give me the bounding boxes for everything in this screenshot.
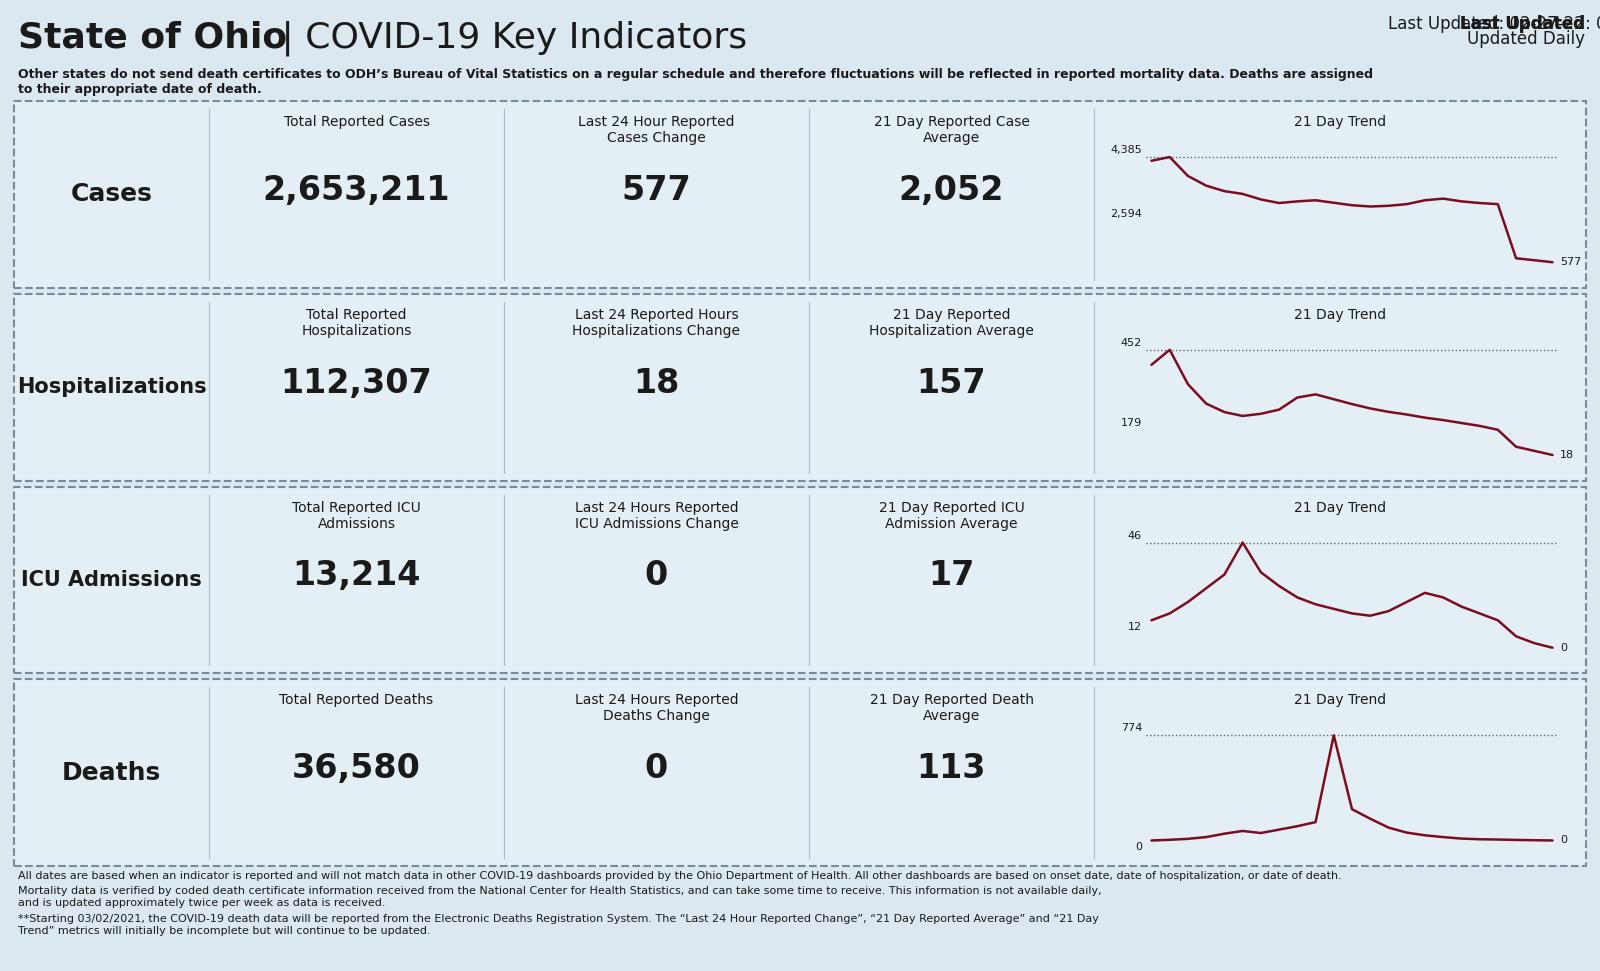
FancyBboxPatch shape [14,486,1586,673]
Text: 157: 157 [917,367,986,400]
Text: 2,594: 2,594 [1110,209,1142,218]
Text: 46: 46 [1128,530,1142,541]
Text: Last Updated: Last Updated [1459,15,1586,33]
Text: Last 24 Hours Reported
Deaths Change: Last 24 Hours Reported Deaths Change [574,693,738,723]
Text: Updated Daily: Updated Daily [1467,30,1586,48]
Text: 113: 113 [917,753,986,786]
Text: 4,385: 4,385 [1110,145,1142,155]
Text: Last 24 Hours Reported
ICU Admissions Change: Last 24 Hours Reported ICU Admissions Ch… [574,500,739,531]
Text: 0: 0 [1134,843,1142,853]
Text: Mortality data is verified by coded death certificate information received from : Mortality data is verified by coded deat… [18,886,1102,908]
Text: 21 Day Reported ICU
Admission Average: 21 Day Reported ICU Admission Average [878,500,1024,531]
FancyBboxPatch shape [14,101,1586,287]
Text: 2,653,211: 2,653,211 [262,174,450,207]
Text: 0: 0 [1560,643,1566,653]
Text: 21 Day Reported Case
Average: 21 Day Reported Case Average [874,115,1029,146]
Text: 21 Day Trend: 21 Day Trend [1294,308,1386,321]
FancyBboxPatch shape [14,294,1586,481]
Text: Cases: Cases [70,183,152,207]
Text: Hospitalizations: Hospitalizations [16,377,206,397]
FancyBboxPatch shape [14,680,1586,866]
Text: 21 Day Trend: 21 Day Trend [1294,115,1386,129]
Text: 112,307: 112,307 [280,367,432,400]
Text: 36,580: 36,580 [293,753,421,786]
Text: Total Reported Deaths: Total Reported Deaths [280,693,434,707]
Text: Deaths: Deaths [62,760,162,785]
Text: 0: 0 [645,559,669,592]
Text: All dates are based when an indicator is reported and will not match data in oth: All dates are based when an indicator is… [18,871,1342,881]
Text: Last Updated: 02-27-22: Last Updated: 02-27-22 [1389,15,1586,33]
Text: 452: 452 [1120,338,1142,348]
Text: Last 24 Hour Reported
Cases Change: Last 24 Hour Reported Cases Change [578,115,734,146]
Text: Other states do not send death certificates to ODH’s Bureau of Vital Statistics : Other states do not send death certifica… [18,68,1373,96]
Text: 18: 18 [634,367,680,400]
Text: ICU Admissions: ICU Admissions [21,570,202,589]
Text: 21 Day Reported Death
Average: 21 Day Reported Death Average [869,693,1034,723]
Text: Total Reported
Hospitalizations: Total Reported Hospitalizations [301,308,411,338]
Text: 12: 12 [1128,622,1142,632]
Text: 17: 17 [928,559,974,592]
Text: 179: 179 [1120,418,1142,428]
Text: 774: 774 [1120,723,1142,733]
Text: 0: 0 [1560,835,1566,846]
Text: 18: 18 [1560,450,1574,460]
Text: Last Updated: Last Updated [1459,15,1586,33]
Text: State of Ohio: State of Ohio [18,20,286,54]
Text: Total Reported Cases: Total Reported Cases [283,115,429,129]
Text: 577: 577 [1560,257,1581,267]
Text: Total Reported ICU
Admissions: Total Reported ICU Admissions [293,500,421,531]
Text: : 02-27-22: : 02-27-22 [1586,15,1600,33]
Text: 13,214: 13,214 [293,559,421,592]
Text: Last 24 Reported Hours
Hospitalizations Change: Last 24 Reported Hours Hospitalizations … [573,308,741,338]
Text: 577: 577 [622,174,691,207]
Text: 0: 0 [645,753,669,786]
Text: | COVID-19 Key Indicators: | COVID-19 Key Indicators [270,20,747,55]
Text: 21 Day Trend: 21 Day Trend [1294,500,1386,515]
Text: **Starting 03/02/2021, the COVID-19 death data will be reported from the Electro: **Starting 03/02/2021, the COVID-19 deat… [18,914,1099,936]
Text: 21 Day Reported
Hospitalization Average: 21 Day Reported Hospitalization Average [869,308,1034,338]
Text: 2,052: 2,052 [899,174,1005,207]
Text: 21 Day Trend: 21 Day Trend [1294,693,1386,707]
